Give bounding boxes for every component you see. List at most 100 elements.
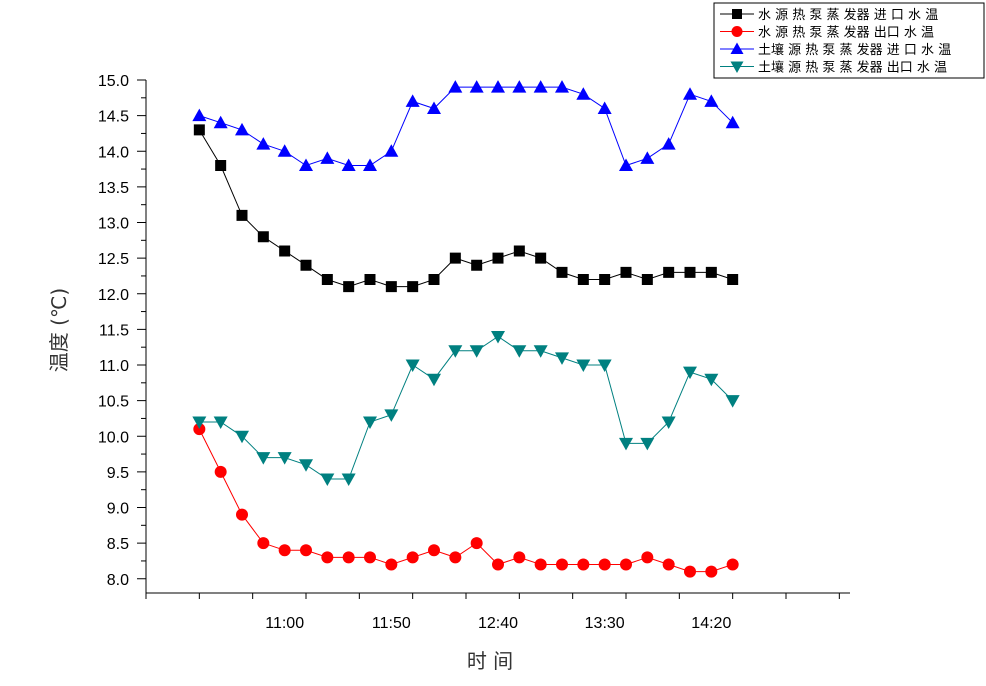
data-point: [448, 80, 463, 93]
data-point: [577, 558, 590, 571]
series-layer: [192, 80, 740, 578]
data-point: [577, 274, 589, 285]
data-point: [279, 245, 291, 257]
y-tick-label: 10.5: [98, 394, 129, 411]
data-point: [278, 544, 291, 557]
legend-marker: [732, 9, 742, 19]
data-point: [469, 345, 484, 358]
data-point: [727, 274, 739, 285]
data-point: [407, 281, 419, 293]
data-point: [213, 416, 228, 429]
data-point: [363, 416, 377, 429]
legend-box: [713, 2, 985, 79]
data-point: [492, 252, 504, 264]
data-point: [684, 565, 696, 578]
data-point: [235, 430, 249, 444]
data-point: [385, 558, 398, 571]
data-point: [428, 544, 440, 557]
y-tick-label: 9.0: [107, 501, 129, 518]
y-tick-label: 12.5: [98, 251, 129, 268]
data-point: [320, 151, 335, 164]
data-point: [277, 452, 292, 465]
series-line: [199, 86, 734, 167]
data-point: [320, 473, 335, 486]
data-point: [236, 508, 248, 521]
legend-label: 土壤 源 热 泵 蒸 发器 进 口 水 温: [758, 42, 951, 58]
data-point: [512, 345, 527, 358]
data-point: [598, 558, 611, 571]
x-tick-label: 11:00: [265, 615, 304, 632]
data-point: [726, 558, 739, 571]
data-point: [491, 331, 505, 344]
data-point: [556, 266, 568, 278]
data-point: [299, 459, 313, 472]
data-point: [385, 281, 397, 293]
x-tick-label: 11:50: [372, 615, 411, 632]
data-point: [469, 80, 484, 93]
data-point: [193, 124, 205, 136]
data-point: [470, 537, 483, 550]
y-tick-label: 8.5: [107, 536, 129, 553]
data-point: [555, 80, 569, 93]
data-point: [192, 108, 207, 122]
data-point: [449, 551, 462, 564]
data-point: [343, 281, 355, 293]
data-point: [235, 122, 249, 136]
series-line: [199, 335, 734, 480]
data-point: [683, 366, 697, 380]
data-point: [533, 80, 548, 93]
data-point: [427, 101, 441, 114]
data-point: [556, 558, 568, 571]
legend-label: 土壤 源 热 泵 蒸 发器 出口 水 温: [758, 60, 947, 76]
data-point: [341, 158, 356, 171]
legend-label: 水 源 热 泵 蒸 发器 进 口 水 温: [758, 7, 938, 23]
legend-label: 水 源 热 泵 蒸 发器 出口 水 温: [758, 25, 934, 41]
data-point: [704, 373, 719, 387]
data-point: [620, 266, 632, 278]
data-point: [513, 245, 525, 257]
y-tick-label: 15.0: [98, 73, 129, 90]
data-point: [256, 137, 271, 150]
data-point: [535, 252, 547, 264]
data-point: [491, 80, 505, 93]
data-point: [576, 359, 591, 372]
data-point: [513, 551, 526, 564]
y-tick-label: 13.5: [98, 180, 129, 197]
series-2: [193, 423, 739, 578]
data-point: [364, 274, 376, 285]
data-point: [620, 558, 632, 571]
data-point: [405, 94, 420, 107]
data-point: [619, 158, 633, 171]
data-point: [449, 252, 461, 264]
data-point: [213, 115, 228, 129]
data-point: [640, 151, 655, 164]
data-point: [662, 558, 675, 571]
data-point: [405, 359, 420, 372]
y-tick-label: 14.5: [98, 109, 129, 126]
data-point: [640, 437, 655, 451]
data-point: [406, 551, 419, 564]
legend-marker: [731, 26, 743, 37]
data-point: [661, 137, 676, 150]
data-point: [236, 209, 248, 221]
data-point: [684, 266, 696, 278]
data-point: [321, 551, 334, 564]
data-point: [683, 87, 697, 100]
series-4: [192, 331, 740, 486]
data-point: [533, 345, 548, 358]
data-point: [427, 373, 441, 387]
x-tick-label: 14:20: [691, 615, 731, 632]
series-1: [193, 124, 739, 293]
series-3: [192, 80, 740, 171]
legend-marker: [730, 61, 744, 73]
data-point: [341, 473, 356, 486]
data-point: [277, 144, 292, 157]
data-point: [215, 160, 227, 171]
data-point: [300, 259, 312, 271]
data-point: [512, 80, 527, 93]
y-tick-label: 9.5: [107, 465, 129, 482]
x-axis-title: 时 间: [467, 649, 513, 673]
data-point: [214, 465, 227, 478]
data-point: [576, 87, 591, 100]
